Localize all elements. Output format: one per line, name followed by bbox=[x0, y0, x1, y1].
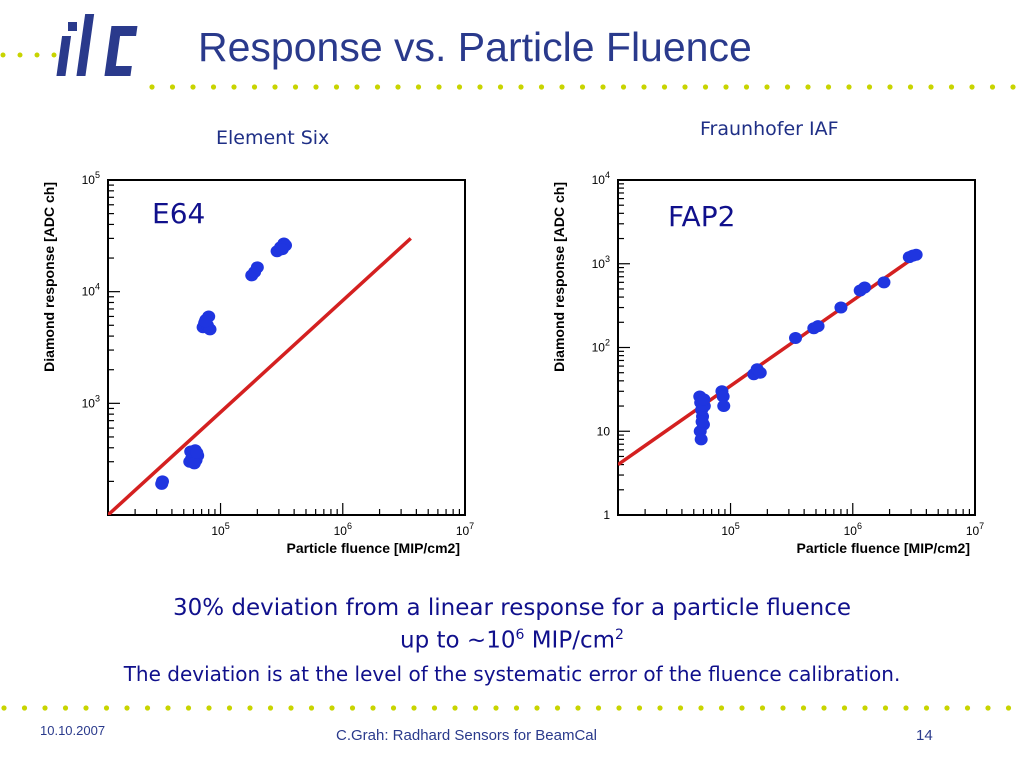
y-tick-label: 104 bbox=[592, 170, 610, 187]
data-point bbox=[811, 320, 825, 333]
fit-line bbox=[618, 251, 922, 467]
page-title: Response vs. Particle Fluence bbox=[198, 24, 752, 70]
dot-line-top-left bbox=[0, 52, 57, 58]
panel-label-element-six: Element Six bbox=[216, 127, 330, 149]
caption-unit-exp: 2 bbox=[615, 627, 624, 643]
y-tick-label: 105 bbox=[82, 170, 100, 187]
data-point bbox=[694, 433, 708, 446]
data-point bbox=[717, 400, 731, 413]
data-point bbox=[877, 276, 891, 289]
caption-exp: 6 bbox=[515, 627, 525, 643]
fit-line bbox=[108, 237, 412, 515]
data-point bbox=[834, 301, 848, 314]
x-tick-label: 106 bbox=[844, 521, 862, 538]
data-point bbox=[198, 315, 212, 328]
data-point bbox=[695, 415, 709, 428]
sample-label-fap2: FAP2 bbox=[668, 200, 736, 233]
data-point bbox=[275, 243, 289, 256]
caption-line-2-prefix: up to ~10 bbox=[400, 627, 516, 654]
y-axis-label: Diamond response [ADC ch] bbox=[41, 182, 57, 372]
x-tick-label: 106 bbox=[334, 521, 352, 538]
x-tick-label: 105 bbox=[721, 521, 739, 538]
footer-page-number: 14 bbox=[916, 727, 933, 744]
y-tick-label: 10 bbox=[597, 424, 611, 438]
chart-fap2: 105 106 107 1 10 102 103 104 Particle fluence [M… bbox=[551, 170, 984, 556]
svg-text:ilc: ilc bbox=[56, 8, 58, 9]
footer-date: 10.10.2007 bbox=[40, 723, 106, 738]
y-tick-label: 103 bbox=[82, 393, 100, 410]
data-point bbox=[187, 457, 201, 470]
y-tick-label: 102 bbox=[592, 338, 610, 355]
data-point bbox=[155, 475, 169, 488]
data-point bbox=[697, 393, 711, 406]
dot-line-top bbox=[149, 84, 1016, 90]
data-point bbox=[858, 281, 872, 294]
data-point bbox=[250, 261, 264, 274]
y-tick-label: 1 bbox=[603, 508, 610, 522]
y-tick-label: 104 bbox=[82, 282, 100, 299]
ilc-logo: ilc bbox=[56, 8, 138, 76]
caption-line-2: up to ~106 MIP/cm2 bbox=[0, 627, 1024, 654]
data-point bbox=[909, 248, 923, 261]
data-point bbox=[716, 390, 730, 403]
dot-line-bottom bbox=[1, 705, 1012, 711]
panel-label-fraunhofer: Fraunhofer IAF bbox=[700, 118, 839, 140]
caption-line-1: 30% deviation from a linear response for… bbox=[172, 595, 852, 621]
sample-label-e64: E64 bbox=[152, 197, 206, 230]
x-axis-label: Particle fluence [MIP/cm2] bbox=[286, 540, 460, 556]
x-tick-label: 107 bbox=[456, 521, 474, 538]
y-tick-label: 103 bbox=[592, 254, 610, 271]
caption-line-2-unit: MIP/cm bbox=[524, 627, 616, 654]
x-axis-label: Particle fluence [MIP/cm2] bbox=[796, 540, 970, 556]
data-point bbox=[789, 331, 803, 344]
data-point bbox=[190, 446, 204, 459]
x-tick-label: 105 bbox=[211, 521, 229, 538]
x-tick-label: 107 bbox=[966, 521, 984, 538]
y-axis-label: Diamond response [ADC ch] bbox=[551, 182, 567, 372]
plot-frame bbox=[107, 179, 466, 516]
data-point bbox=[753, 366, 767, 379]
caption-line-3: The deviation is at the level of the sys… bbox=[123, 662, 901, 686]
footer-center: C.Grah: Radhard Sensors for BeamCal bbox=[336, 727, 597, 744]
chart-e64: 105 106 107 103 104 105 Particle fluence [MIP/… bbox=[41, 170, 474, 556]
